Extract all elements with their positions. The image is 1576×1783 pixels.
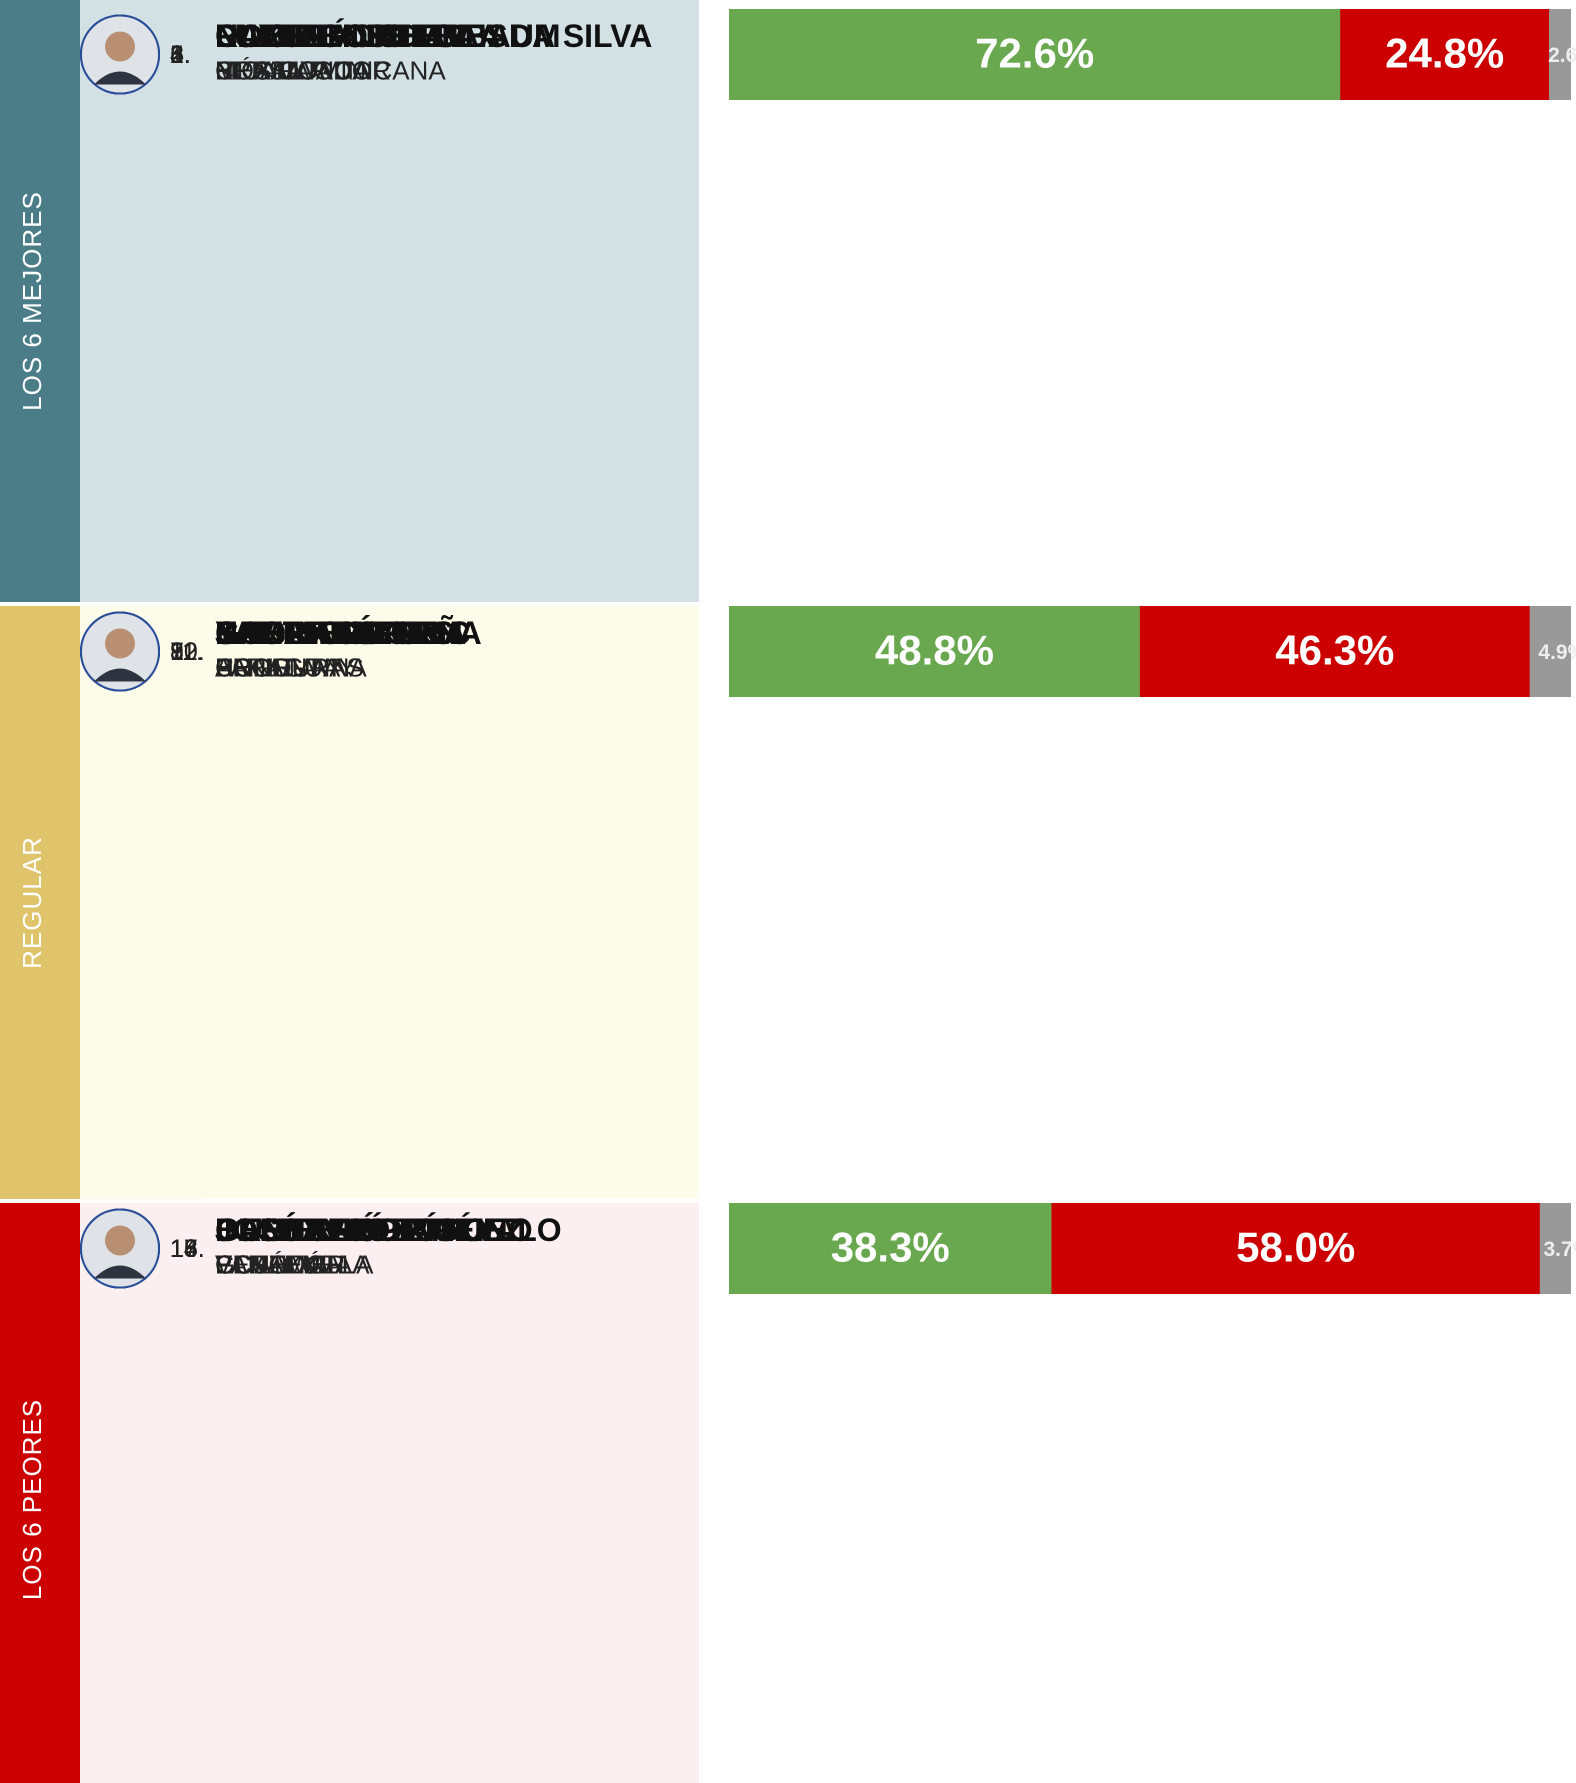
person-name: LUIZ INÁCIO LULA DA SILVA: [215, 18, 652, 54]
value-label: 48.8%: [875, 627, 994, 674]
group-background: [80, 0, 699, 602]
photo-head: [105, 32, 135, 62]
value-label: 4.9%: [1538, 641, 1576, 664]
value-label: 2.6%: [1548, 44, 1576, 67]
chart: LOS 6 MEJORES1.NAYIB BUKELEEL SALVADOR72…: [0, 0, 1576, 1783]
value-label: 72.6%: [975, 30, 1094, 77]
photo-head: [105, 629, 135, 659]
person-name: YAMANDÚ ORSI: [215, 615, 463, 651]
person-name: DELCY RODRÍGUEZ: [215, 1212, 524, 1248]
country: VENEZUELA: [215, 1249, 370, 1279]
rank: 18.: [170, 1235, 205, 1263]
country: BRASIL: [215, 55, 308, 85]
group-background: [80, 606, 699, 1199]
group-label: LOS 6 MEJORES: [17, 191, 47, 411]
group-label: REGULAR: [17, 836, 47, 969]
group-background: [80, 1203, 699, 1783]
value-label: 24.8%: [1385, 30, 1504, 77]
country: URUGUAY: [215, 652, 343, 682]
value-label: 58.0%: [1236, 1224, 1355, 1271]
rank: 12.: [170, 638, 205, 666]
group-label: LOS 6 PEORES: [17, 1399, 47, 1600]
photo-head: [105, 1226, 135, 1256]
rank: 6.: [170, 41, 191, 69]
value-label: 38.3%: [831, 1224, 950, 1271]
value-label: 3.7%: [1543, 1238, 1576, 1261]
value-label: 46.3%: [1275, 627, 1394, 674]
